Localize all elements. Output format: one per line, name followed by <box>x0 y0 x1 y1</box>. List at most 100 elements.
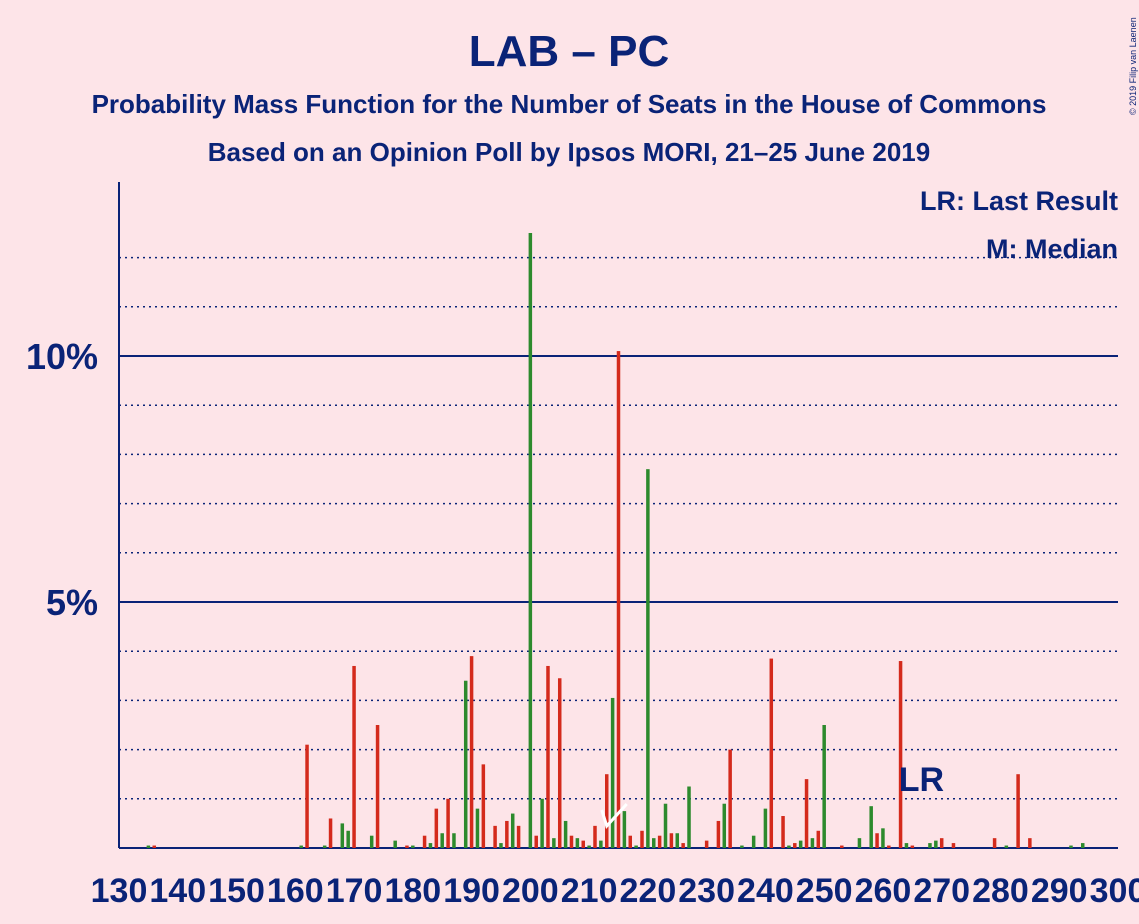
bar <box>816 830 821 848</box>
bar <box>516 825 521 848</box>
bar <box>628 835 633 848</box>
bar <box>369 835 374 848</box>
x-tick-label: 210 <box>561 872 618 910</box>
bar <box>751 835 756 848</box>
bar <box>939 838 944 848</box>
bar <box>928 843 932 848</box>
x-tick-label: 290 <box>1031 872 1088 910</box>
bar <box>787 845 791 848</box>
bar <box>552 838 556 848</box>
bar <box>881 828 885 848</box>
bar <box>322 845 327 848</box>
x-tick-label: 170 <box>326 872 383 910</box>
x-tick-label: 150 <box>208 872 265 910</box>
bar <box>546 665 550 848</box>
bar <box>704 840 709 848</box>
bar <box>452 833 456 848</box>
bar <box>534 835 538 848</box>
bar <box>610 697 615 848</box>
chart-title: LAB – PC <box>469 27 669 76</box>
y-axis-ticks: 5% 10% <box>26 336 98 623</box>
legend-last-result: LR: Last Result <box>920 186 1118 216</box>
bar <box>463 680 468 848</box>
bar <box>393 840 397 848</box>
x-tick-label: 200 <box>502 872 559 910</box>
bar <box>669 833 674 848</box>
bar <box>152 845 157 848</box>
bar <box>763 808 768 848</box>
bar <box>587 845 591 848</box>
bar <box>340 823 345 848</box>
bar <box>722 803 727 848</box>
bar <box>1080 843 1085 848</box>
x-tick-label: 130 <box>91 872 148 910</box>
bar <box>352 665 356 848</box>
bar <box>510 813 515 848</box>
bar <box>822 725 826 848</box>
bar <box>804 779 809 848</box>
bar <box>728 749 732 848</box>
x-tick-label: 280 <box>972 872 1029 910</box>
bar <box>887 845 891 848</box>
bar <box>652 838 656 848</box>
x-tick-label: 220 <box>620 872 677 910</box>
bar <box>910 845 915 848</box>
markers-group: LR <box>600 761 944 829</box>
bar <box>146 845 151 848</box>
bar <box>569 835 574 848</box>
bar <box>840 845 844 848</box>
bar <box>469 656 474 848</box>
bar <box>475 808 480 848</box>
bar <box>375 725 380 848</box>
x-tick-label: 230 <box>678 872 735 910</box>
x-axis-ticks: 130 140 150 160 170 180 190 200 210 220 230 240 250 2… <box>91 872 1139 910</box>
bar <box>857 838 862 848</box>
bar <box>305 744 309 848</box>
bar <box>646 469 650 848</box>
bar <box>481 764 486 848</box>
bar <box>663 803 668 848</box>
bar <box>299 845 303 848</box>
bar <box>657 835 662 848</box>
bar <box>493 825 497 848</box>
bar <box>951 843 956 848</box>
bar <box>740 845 744 848</box>
bar <box>681 843 685 848</box>
bar <box>875 833 879 848</box>
bar <box>499 843 503 848</box>
bar <box>640 830 644 848</box>
bar <box>793 843 797 848</box>
bar <box>634 845 638 848</box>
last-result-marker: LR <box>899 761 944 799</box>
bar <box>422 835 427 848</box>
x-tick-label: 160 <box>267 872 324 910</box>
bar <box>328 818 333 848</box>
bar <box>992 838 997 848</box>
bar <box>528 233 533 848</box>
bar <box>411 845 415 848</box>
y-tick-label: 10% <box>26 336 98 377</box>
legend-median: M: Median <box>986 234 1118 264</box>
bar <box>1069 845 1073 848</box>
bar <box>428 843 433 848</box>
bar <box>440 833 444 848</box>
x-tick-label: 240 <box>737 872 794 910</box>
bar <box>557 678 562 848</box>
bar <box>581 840 585 848</box>
x-tick-label: 300 <box>1090 872 1139 910</box>
bar <box>1004 845 1009 848</box>
bar <box>405 845 409 848</box>
bar <box>593 825 597 848</box>
bar <box>599 840 603 848</box>
bar <box>716 820 721 848</box>
bar <box>622 811 627 848</box>
bar <box>904 843 909 848</box>
chart-subtitle-2: Based on an Opinion Poll by Ipsos MORI, … <box>208 137 930 167</box>
x-tick-label: 250 <box>796 872 853 910</box>
bar <box>575 838 580 848</box>
bar <box>869 806 873 848</box>
copyright-text: © 2019 Filip van Laenen <box>1128 17 1138 115</box>
x-tick-label: 260 <box>855 872 912 910</box>
chart-subtitle-1: Probability Mass Function for the Number… <box>92 89 1047 119</box>
